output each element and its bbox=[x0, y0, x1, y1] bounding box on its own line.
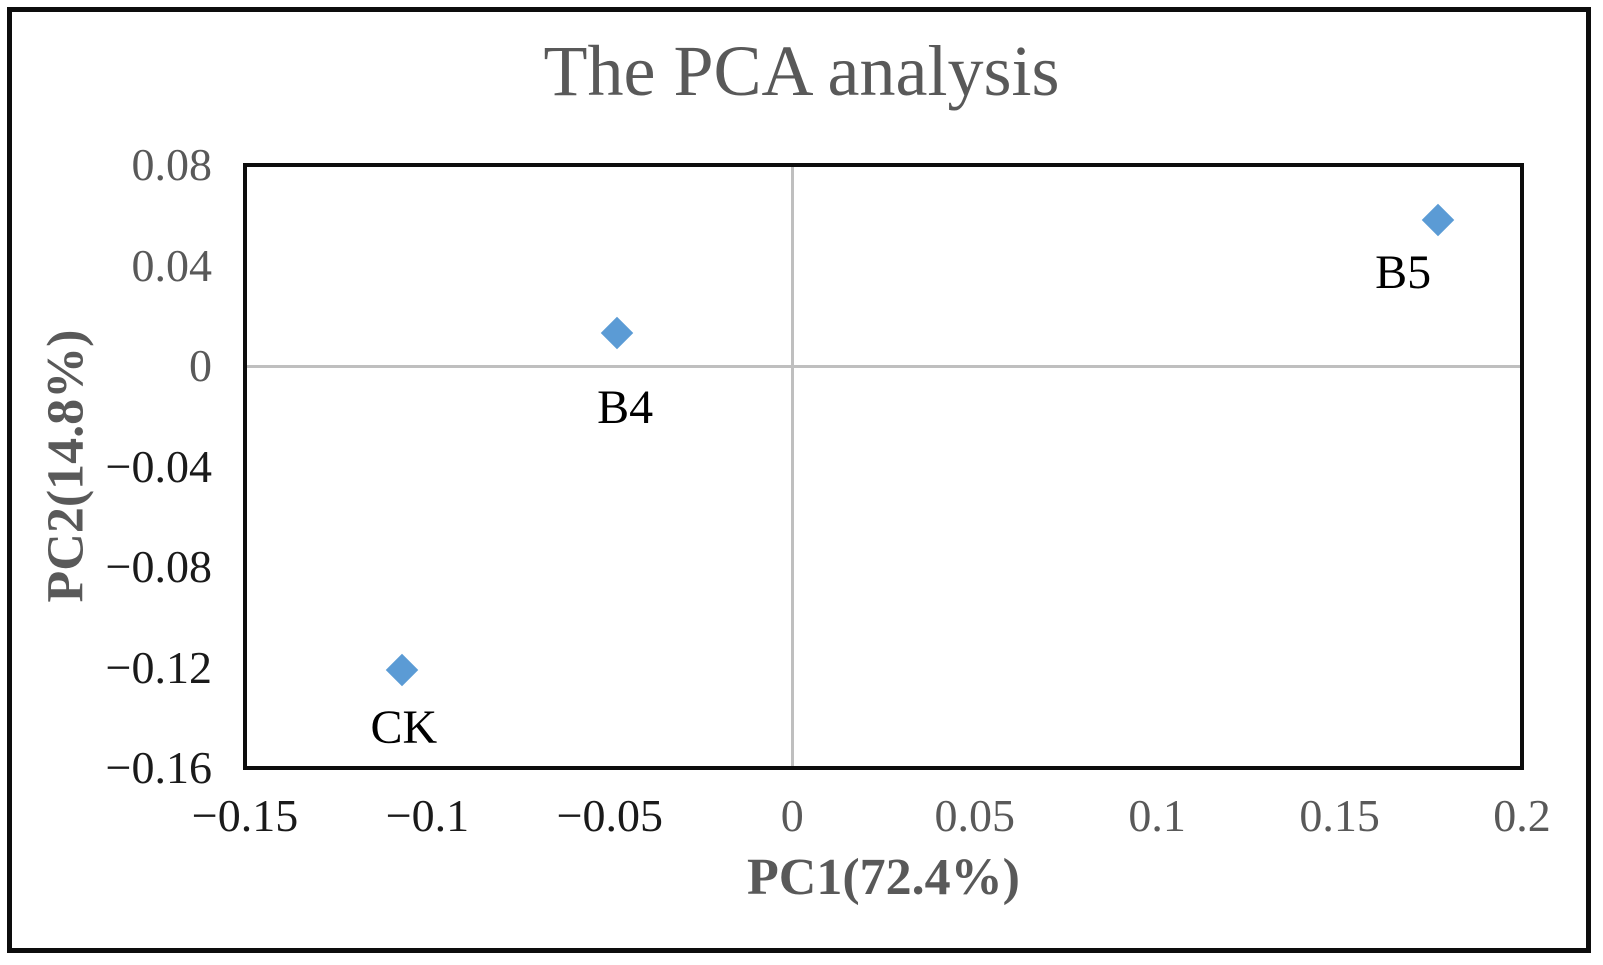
y-tick-label: −0.08 bbox=[105, 541, 212, 592]
y-tick-label: 0 bbox=[189, 340, 212, 391]
plot-area bbox=[243, 163, 1524, 770]
data-point-label-b5: B5 bbox=[1375, 246, 1432, 300]
x-tick-label: 0.05 bbox=[934, 790, 1015, 841]
x-axis-label: PC1(72.4%) bbox=[747, 849, 1020, 906]
x-tick-label: −0.15 bbox=[191, 790, 299, 841]
x-tick-label: 0.15 bbox=[1299, 790, 1380, 841]
data-point-label-b4: B4 bbox=[597, 381, 654, 435]
x-tick-label: 0.1 bbox=[1128, 790, 1186, 841]
y-tick-label: 0.04 bbox=[131, 239, 213, 291]
chart-title: The PCA analysis bbox=[543, 31, 1060, 111]
x-tick-label: 0 bbox=[780, 790, 804, 841]
y-tick-label: −0.12 bbox=[105, 641, 212, 693]
x-tick-label: −0.1 bbox=[385, 790, 470, 841]
y-zero-gridline bbox=[247, 364, 1520, 368]
y-tick-label: −0.04 bbox=[105, 440, 212, 492]
y-tick-label: −0.16 bbox=[105, 742, 212, 793]
x-zero-gridline bbox=[790, 167, 794, 766]
y-tick-label: 0.08 bbox=[131, 139, 213, 190]
x-tick-label: 0.2 bbox=[1493, 790, 1551, 841]
y-axis-label: PC2(14.8%) bbox=[37, 329, 95, 603]
x-tick-label: −0.05 bbox=[556, 790, 664, 841]
data-point-label-ck: CK bbox=[370, 701, 438, 754]
